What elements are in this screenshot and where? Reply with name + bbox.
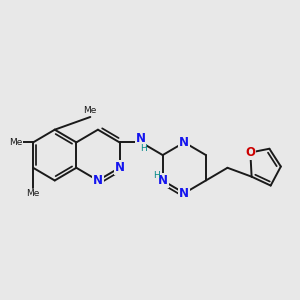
- Text: O: O: [245, 146, 255, 159]
- Text: N: N: [158, 174, 168, 187]
- Text: H: H: [153, 171, 160, 180]
- Text: N: N: [179, 136, 189, 149]
- Text: N: N: [115, 161, 124, 174]
- Text: N: N: [179, 187, 189, 200]
- Text: N: N: [93, 174, 103, 187]
- Text: Me: Me: [26, 189, 40, 198]
- Text: H: H: [140, 144, 147, 153]
- Text: N: N: [136, 132, 146, 145]
- Text: Me: Me: [9, 138, 23, 147]
- Text: Me: Me: [84, 106, 97, 115]
